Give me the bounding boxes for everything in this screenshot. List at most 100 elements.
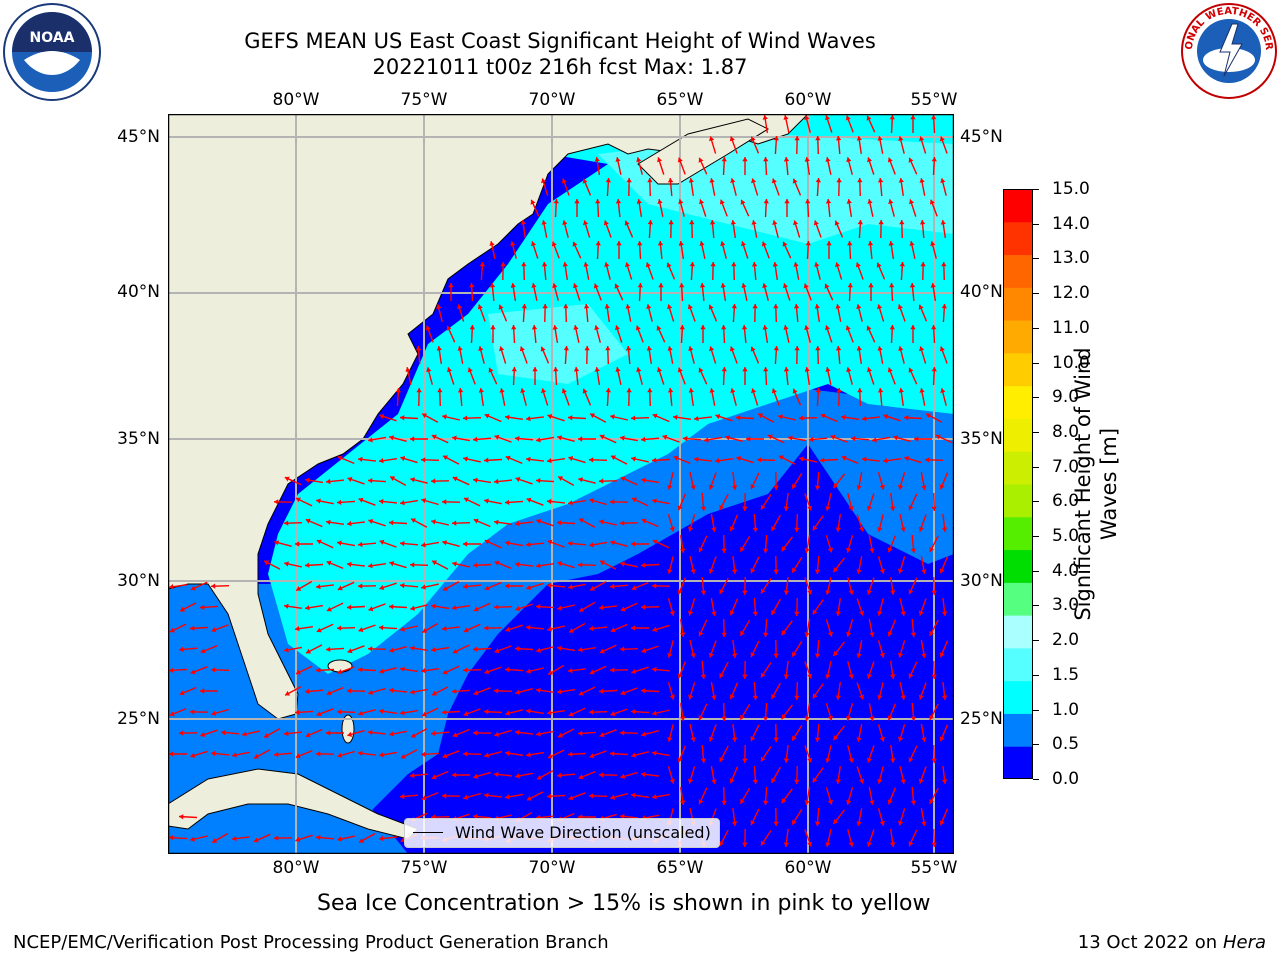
wave-direction-arrowhead [673,414,678,420]
wave-direction-arrowhead [547,539,553,545]
wave-direction-arrowhead [368,563,373,569]
colorbar-tick-label: 3.0 [1052,595,1080,616]
wave-direction-arrowhead [542,304,548,309]
wave-direction-arrowhead [740,714,745,720]
wave-direction-arrowhead [709,220,716,225]
wave-direction-arrowhead [846,799,852,805]
wave-direction-arrowhead [415,346,422,351]
wave-direction-arrowhead [484,752,490,758]
lat-label-right: 30°N [960,571,1003,591]
wave-direction-arrowhead [846,199,852,204]
wave-direction-arrowhead [736,456,742,462]
wave-direction-arrowhead [909,199,915,205]
wave-direction-arrowhead [631,625,636,631]
wave-direction-arrowhead [940,220,946,225]
wave-direction-arrowhead [212,838,218,843]
wave-direction-arrowhead [783,674,790,679]
wave-direction-arrowhead [505,750,510,756]
wave-direction-arrowhead [814,821,821,826]
wave-direction-arrowhead [274,499,279,505]
wave-direction-arrowhead [421,795,427,801]
wave-direction-arrowhead [941,611,948,616]
wave-direction-arrowhead [835,346,842,351]
wave-direction-arrowhead [898,568,904,574]
colorbar-segment [1003,385,1033,419]
wave-direction-arrowhead [825,758,831,763]
wave-direction-arrowhead [295,836,301,842]
wave-direction-arrowhead [326,606,332,612]
wave-direction-arrowhead [568,751,573,757]
wave-direction-arrowhead [190,625,195,631]
wave-direction-arrowhead [421,668,426,674]
wave-direction-arrowhead [347,476,353,482]
wave-direction-arrowhead [589,542,594,548]
wave-direction-arrowhead [689,220,695,225]
wave-direction-arrowhead [889,283,895,288]
wave-direction-arrowhead [547,458,552,464]
wave-direction-arrowhead [752,695,758,700]
wave-direction-arrowhead [658,283,664,288]
wave-direction-arrowhead [794,611,800,616]
wave-direction-arrowhead [489,283,496,288]
wave-direction-arrowhead [704,437,709,443]
wave-direction-arrowhead [918,526,924,532]
wave-direction-arrowhead [316,627,322,633]
wave-direction-arrowhead [389,687,394,694]
wave-direction-arrowhead [473,562,478,568]
wave-direction-arrowhead [851,435,856,442]
wave-direction-arrowhead [900,527,906,532]
wave-direction-arrowhead [715,458,720,464]
wave-direction-arrowhead [578,436,583,442]
wave-direction-arrowhead [620,606,626,612]
wave-direction-arrowhead [610,711,616,717]
colorbar-tick-label: 4.0 [1052,560,1080,581]
wave-direction-arrowhead [869,548,875,553]
wave-direction-arrowhead [641,688,646,694]
colorbar-tick-label: 13.0 [1052,248,1090,269]
wave-direction-arrowhead [469,283,475,288]
wave-direction-arrowhead [941,527,948,532]
wave-direction-arrowhead [772,220,778,225]
wave-direction-arrowhead [620,813,625,820]
wave-direction-arrowhead [805,241,811,246]
wave-direction-arrowhead [657,367,663,373]
wave-direction-arrowhead [594,157,600,162]
wave-direction-arrowhead [825,590,831,595]
wave-direction-arrowhead [730,388,736,393]
wave-direction-arrowhead [910,716,917,721]
wave-direction-arrowhead [833,651,839,657]
wave-direction-arrowhead [358,627,364,633]
wave-direction-arrowhead [781,714,787,720]
wave-direction-arrowhead [316,498,321,504]
wave-direction-arrowhead [463,667,468,673]
wave-direction-arrowhead [421,711,427,717]
wave-direction-arrowhead [558,476,564,481]
land-nova-scotia [637,118,770,185]
wave-direction-arrowhead [494,604,499,610]
wave-direction-arrowhead [731,304,737,309]
wave-direction-arrowhead [264,733,270,738]
footer-host: Hera [1222,932,1266,953]
wave-direction-arrowhead [358,583,363,589]
wave-direction-arrowhead [573,283,579,289]
wave-direction-arrowhead [169,627,175,633]
wave-direction-arrowhead [452,648,458,654]
wave-direction-arrowhead [473,518,479,524]
wave-direction-arrowhead [530,199,536,205]
wave-direction-arrowhead [812,693,818,699]
colorbar-segment [1003,418,1033,452]
colorbar-tick-mark [1033,640,1039,642]
wave-direction-arrowhead [637,241,643,246]
wave-direction-arrowhead [520,388,526,393]
wave-direction-arrowhead [615,325,621,331]
wave-direction-arrowhead [615,157,621,162]
wave-direction-arrowhead [751,220,757,225]
wave-direction-arrowhead [200,731,206,737]
wave-direction-arrowhead [857,220,863,225]
wave-direction-arrowhead [708,736,714,742]
colorbar-frame [1003,189,1033,779]
wave-direction-arrowhead [763,367,769,372]
wave-direction-arrowhead [667,178,674,183]
wave-direction-arrowhead [688,346,694,351]
wave-direction-arrowhead [463,456,468,462]
